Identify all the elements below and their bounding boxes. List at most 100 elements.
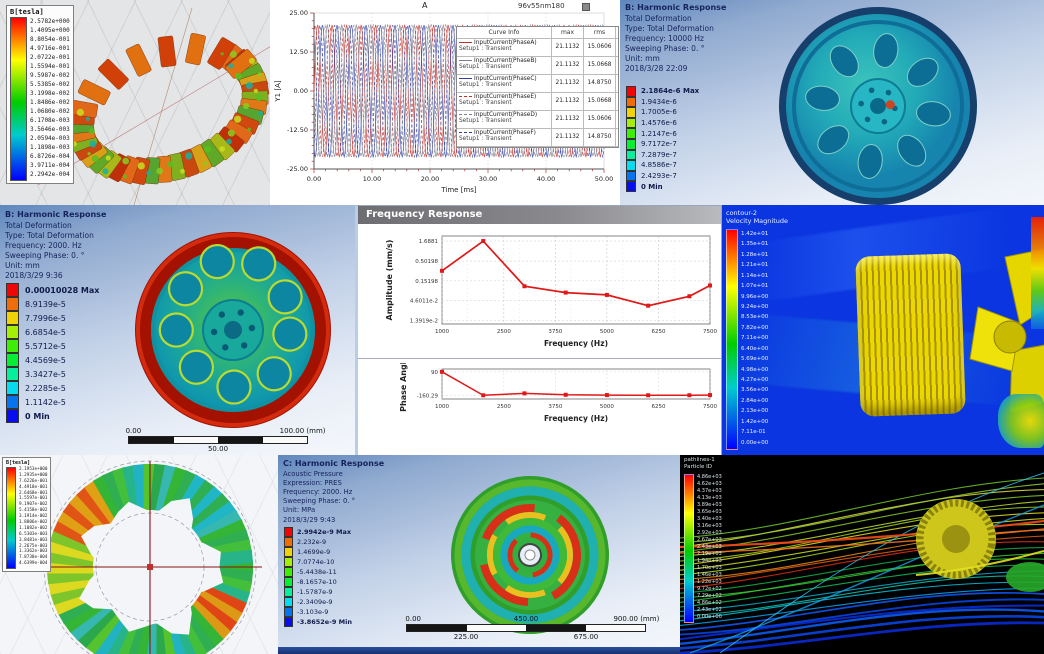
legend-value: -2.3409e-9 [297, 598, 333, 606]
legend-row: 2.2285e-5 [6, 381, 99, 395]
ruler-bar [128, 436, 308, 444]
legend-swatch [626, 117, 636, 129]
legend-row: 1.1142e-5 [6, 395, 99, 409]
legend-value: 9.24e+00 [741, 303, 769, 310]
legend-swatch [6, 339, 19, 353]
legend-value: 3.89e+03 [697, 502, 722, 509]
svg-text:1000: 1000 [435, 329, 449, 335]
legend-row: -3.103e-9 [284, 607, 352, 617]
header-line: Acoustic Pressure [283, 469, 343, 478]
legend-row: 7.0774e-10 [284, 557, 352, 567]
panel-frequency-response: Frequency Response 1.6881 0.50198 0.15198 4… [355, 205, 722, 456]
legend-value: 4.13e+03 [697, 495, 722, 502]
legend-row: -5.4438e-11 [284, 567, 352, 577]
panel-streamlines[interactable]: pathlines-1 Particle ID 4.86e+03 4.62e+03 4… [680, 455, 1044, 654]
svg-text:Phase Angle: Phase Angle [399, 363, 408, 412]
legend-value: 3.3427e-5 [25, 369, 66, 379]
svg-text:3750: 3750 [548, 404, 562, 410]
svg-text:Amplitude (mm/s): Amplitude (mm/s) [385, 240, 394, 321]
window-pin-icon[interactable] [582, 3, 590, 11]
legend-value: 7.8738e-004 [19, 555, 48, 561]
legend-value: 4.86e+02 [697, 600, 722, 607]
window-edge-bar [278, 647, 680, 654]
legend-swatch [284, 537, 293, 547]
legend-swatch [284, 607, 293, 617]
legend-value: 1.2935e+000 [19, 472, 48, 478]
window-titlebar[interactable]: Frequency Response [358, 206, 721, 224]
legend-row: 1.4699e-9 [284, 547, 352, 557]
legend-value: 5.5385e-002 [30, 81, 70, 88]
panel-field-ring[interactable]: B[tesla] 2.1953e+000 1.2935e+000 7.6226e-0… [0, 455, 278, 654]
legend-value: 1.9434e-6 [641, 97, 677, 106]
header-line: 2018/3/29 9:36 [5, 271, 63, 281]
legend-value: 7.11e+00 [741, 335, 769, 342]
legend-swatch [284, 547, 293, 557]
panel-acoustic-pressure[interactable]: C: Harmonic Response Acoustic Pressure Exp… [278, 455, 680, 654]
legend-value: 1.0680e-002 [30, 108, 70, 115]
legend-swatch [6, 395, 19, 409]
col-curve-info: Curve Info [457, 27, 552, 38]
legend-value: 2.43e+02 [697, 607, 722, 614]
svg-text:2500: 2500 [497, 404, 511, 410]
legend-value: 3.9711e-004 [30, 162, 70, 169]
svg-text:6250: 6250 [651, 404, 665, 410]
ruler-top-labels: 0.00 100.00 (mm) [125, 427, 326, 435]
legend-row: 6.6854e-5 [6, 325, 99, 339]
legend-value: 2.0594e-003 [30, 135, 70, 142]
particle-legend: pathlines-1 Particle ID 4.86e+03 4.62e+03 4… [684, 457, 722, 624]
legend-row: 0 Min [6, 409, 99, 423]
streamlines-graphic [680, 472, 1044, 654]
legend-value: 2.2942e-004 [30, 171, 70, 178]
legend-value: 6.1708e-003 [30, 117, 70, 124]
legend-value: 1.22e+03 [697, 579, 722, 586]
svg-text:0.15198: 0.15198 [415, 279, 438, 285]
legend-value: -1.5787e-9 [297, 588, 333, 596]
legend-value: 1.4699e-9 [297, 548, 331, 556]
legend-value: 5.5712e-5 [25, 341, 66, 351]
svg-text:10.00: 10.00 [363, 175, 382, 183]
svg-text:Frequency (Hz): Frequency (Hz) [544, 414, 608, 423]
legend-swatch [626, 138, 636, 150]
contour-patch [998, 394, 1044, 448]
curve-table-row: InputCurrent(PhaseC) Setup1 : Transient … [457, 75, 618, 93]
legend-value: 4.98e+00 [741, 366, 769, 373]
legend-value: 2.43e+03 [697, 544, 722, 551]
panel-cfd-velocity[interactable]: contour-2 Velocity Magnitude 1.42e+01 1.35… [722, 205, 1044, 456]
panel-harmonic-10000hz[interactable]: B: Harmonic Response Total Deformation Typ… [620, 0, 1044, 211]
plot-divider [358, 358, 721, 359]
legend-value: 5.4158e-002 [19, 508, 48, 514]
panel-maxwell-torus[interactable]: B[tesla] 2.5782e+000 1.4095e+000 8.8054e-0… [0, 0, 270, 205]
header-line: B: Harmonic Response [5, 210, 107, 219]
legend-row: -8.1657e-10 [284, 577, 352, 587]
legend-swatch [626, 181, 636, 192]
curve-swatch [459, 42, 472, 43]
legend-value: 1.14e+01 [741, 272, 769, 279]
svg-text:3750: 3750 [548, 329, 562, 335]
legend-swatch [284, 567, 293, 577]
legend-value: 0 Min [25, 411, 50, 421]
legend-value: 4.9716e-001 [30, 45, 70, 52]
svg-text:Frequency (Hz): Frequency (Hz) [544, 339, 608, 348]
legend-value: 1.35e+01 [741, 241, 769, 248]
curve-table-row: InputCurrent(PhaseA) Setup1 : Transient … [457, 39, 618, 57]
curve-swatch [459, 96, 472, 97]
legend-value: 2.2675e-003 [19, 543, 48, 549]
legend-row: 7.7996e-5 [6, 311, 99, 325]
header-line: Total Deformation [625, 13, 692, 23]
header-line: Unit: MPa [283, 506, 316, 515]
legend-swatch [6, 311, 19, 325]
legend-value: 2.9942e-9 Max [297, 528, 352, 536]
legend-value: 1.5597e-001 [19, 496, 48, 502]
panel-harmonic-2000hz[interactable]: B: Harmonic Response Total Deformation Typ… [0, 205, 355, 455]
legend-row: 0 Min [626, 181, 699, 192]
legend-value: -3.8652e-9 Min [297, 618, 352, 626]
legend-value: 1.94e+03 [697, 558, 722, 565]
svg-text:4.6011e-2: 4.6011e-2 [410, 299, 438, 305]
header-line: Sweeping Phase: 0. ° [625, 44, 705, 54]
panel-current-plot[interactable]: A 96v55nm180 25.00 12.50 0.00 -12.50 -25.00 0… [270, 0, 620, 205]
svg-text:30.00: 30.00 [479, 175, 498, 183]
wheel-deformation-graphic [779, 7, 977, 205]
svg-text:-160.29: -160.29 [417, 393, 439, 399]
legend-value: 1.28e+01 [741, 251, 769, 258]
header-line: 2018/3/28 22:09 [625, 64, 688, 74]
